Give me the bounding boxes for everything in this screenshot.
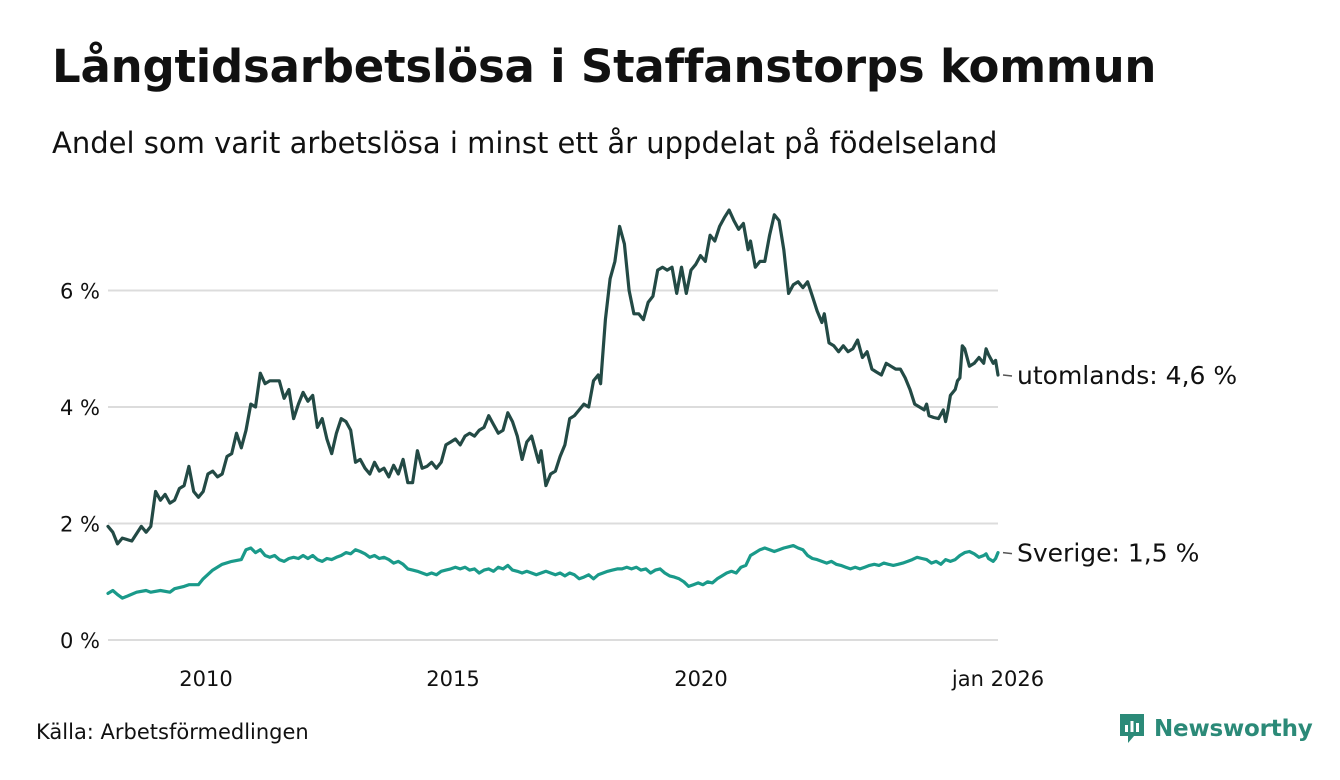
x-axis: 2010 2015 2020 jan 2026: [179, 667, 1044, 691]
gridlines: [108, 289, 998, 641]
series-group: [106, 208, 1000, 600]
x-tick-label: 2020: [674, 667, 727, 691]
newsworthy-logo-icon: [1120, 714, 1144, 743]
brand-name: Newsworthy: [1154, 716, 1313, 742]
series-labels: utomlands: 4,6 % Sverige: 1,5 %: [1002, 361, 1237, 568]
series-end-label-sverige: Sverige: 1,5 %: [1017, 539, 1199, 568]
label-leader: [1002, 551, 1013, 555]
series-end-label-utomlands: utomlands: 4,6 %: [1017, 361, 1237, 390]
source-note: Källa: Arbetsförmedlingen: [36, 720, 309, 744]
x-tick-label: 2010: [179, 667, 232, 691]
brand-logo: Newsworthy: [1118, 712, 1313, 746]
y-axis: 0 % 2 % 4 % 6 %: [60, 280, 100, 654]
y-tick-label: 0 %: [60, 629, 100, 653]
chart-subtitle: Andel som varit arbetslösa i minst ett å…: [52, 126, 998, 160]
x-tick-label: jan 2026: [951, 667, 1044, 691]
series-line-utomlands: [106, 208, 1000, 546]
label-leader: [1002, 374, 1013, 377]
y-tick-label: 6 %: [60, 280, 100, 304]
chart-title: Långtidsarbetslösa i Staffanstorps kommu…: [52, 40, 1157, 93]
series-line-sverige: [106, 544, 1000, 600]
x-tick-label: 2015: [426, 667, 479, 691]
y-tick-label: 4 %: [60, 396, 100, 420]
y-tick-label: 2 %: [60, 513, 100, 537]
